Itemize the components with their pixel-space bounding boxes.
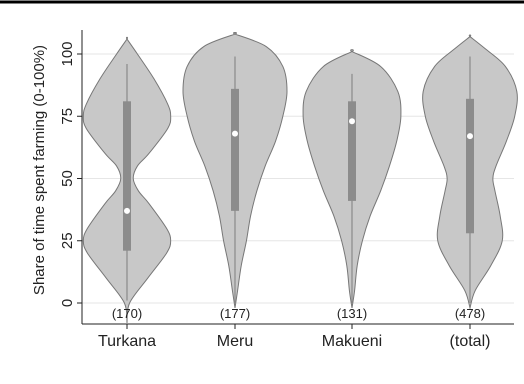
y-axis: 0 25 50 75 100 bbox=[59, 30, 83, 324]
x-category-label: Makueni bbox=[322, 333, 382, 350]
sample-size-label: (478) bbox=[455, 306, 485, 321]
median-point bbox=[467, 133, 473, 140]
sample-size-label: (131) bbox=[337, 306, 367, 321]
x-category-label: (total) bbox=[450, 333, 491, 350]
iqr-box bbox=[466, 98, 474, 234]
iqr-box bbox=[123, 101, 131, 251]
sample-size-label: (170) bbox=[112, 306, 142, 321]
violin-total bbox=[422, 34, 518, 310]
median-point bbox=[349, 118, 355, 125]
median-point bbox=[124, 207, 130, 214]
violin-turkana bbox=[82, 36, 172, 323]
iqr-box bbox=[348, 101, 356, 201]
y-axis-title: Share of time spent farming (0-100%) bbox=[31, 45, 48, 295]
y-tick-label-100: 100 bbox=[59, 41, 76, 66]
y-tick-label-50: 50 bbox=[59, 170, 76, 187]
x-category-label: Turkana bbox=[98, 333, 156, 350]
violin-meru bbox=[182, 32, 288, 309]
y-tick-label-25: 25 bbox=[59, 232, 76, 249]
median-point bbox=[232, 130, 238, 137]
y-tick-label-75: 75 bbox=[59, 108, 76, 125]
x-category-label: Meru bbox=[217, 333, 253, 350]
violins bbox=[82, 32, 518, 323]
x-axis: Turkana (170) Meru (177) Makueni (131) (total)… bbox=[82, 306, 514, 350]
y-tick-label-0: 0 bbox=[59, 299, 76, 307]
violin-makueni bbox=[302, 49, 402, 309]
iqr-box bbox=[231, 88, 239, 211]
sample-size-label: (177) bbox=[220, 306, 250, 321]
